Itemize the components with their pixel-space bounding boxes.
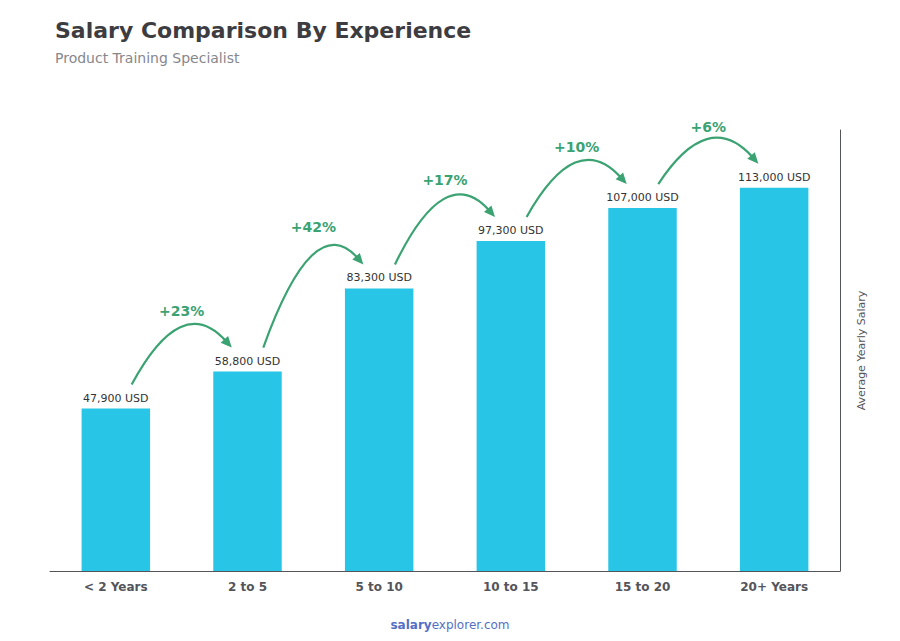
svg-text:107,000 USD: 107,000 USD: [606, 191, 679, 204]
svg-text:2 to 5: 2 to 5: [228, 580, 267, 594]
svg-text:+23%: +23%: [159, 303, 204, 319]
svg-text:Average Yearly Salary: Average Yearly Salary: [855, 290, 868, 410]
svg-text:58,800 USD: 58,800 USD: [215, 355, 281, 368]
svg-text:explorer.com: explorer.com: [432, 618, 510, 632]
svg-text:+42%: +42%: [291, 219, 336, 235]
svg-text:97,300 USD: 97,300 USD: [478, 224, 544, 237]
svg-text:salary: salary: [390, 618, 431, 632]
svg-text:113,000 USD: 113,000 USD: [738, 171, 811, 184]
svg-text:< 2 Years: < 2 Years: [84, 580, 148, 594]
svg-text:+6%: +6%: [691, 119, 727, 135]
svg-text:15 to 20: 15 to 20: [615, 580, 671, 594]
svg-text:47,900 USD: 47,900 USD: [83, 392, 149, 405]
svg-text:10 to 15: 10 to 15: [483, 580, 539, 594]
svg-text:+17%: +17%: [422, 172, 467, 188]
svg-text:5 to 10: 5 to 10: [355, 580, 402, 594]
svg-text:20+ Years: 20+ Years: [740, 580, 808, 594]
svg-text:+10%: +10%: [554, 139, 599, 155]
svg-text:Product Training Specialist: Product Training Specialist: [55, 50, 240, 66]
svg-text:83,300 USD: 83,300 USD: [346, 271, 412, 284]
svg-text:Salary Comparison By Experienc: Salary Comparison By Experience: [55, 18, 471, 43]
